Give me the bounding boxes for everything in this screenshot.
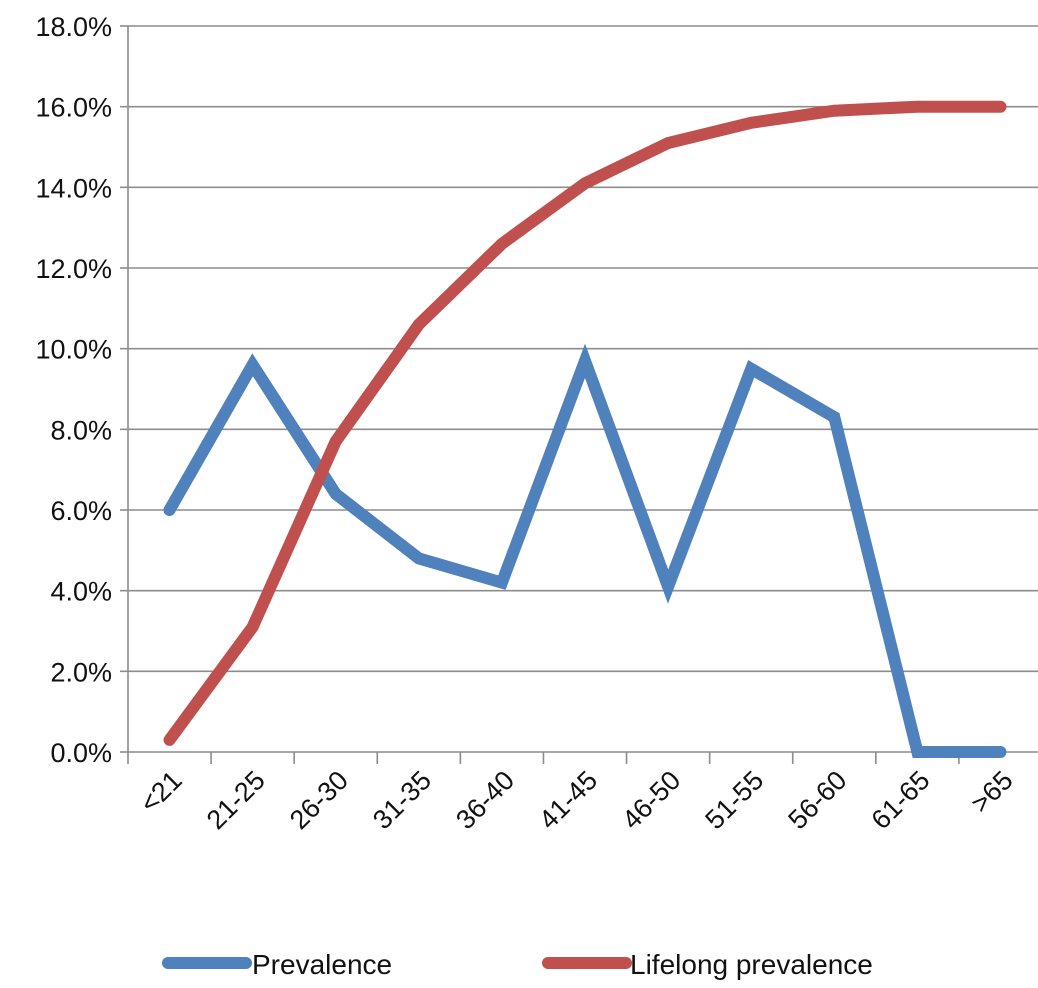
legend-item-lifelong-prevalence: Lifelong prevalence — [542, 949, 873, 980]
y-tick-label: 0.0% — [50, 738, 112, 768]
y-tick-label: 16.0% — [35, 93, 112, 123]
legend-label-prevalence: Prevalence — [252, 949, 392, 980]
x-tick-label: 41-45 — [533, 765, 603, 835]
y-tick-label: 4.0% — [50, 577, 112, 607]
x-tick-label: 51-55 — [699, 765, 769, 835]
axes — [127, 26, 1038, 753]
x-axis-ticks: <21 21-25 26-30 31-35 36-40 41-45 46-50 51-55 56… — [127, 752, 1019, 835]
series-line-prevalence — [163, 343, 1007, 758]
legend-item-prevalence: Prevalence — [162, 949, 392, 980]
y-tick-label: 2.0% — [50, 657, 112, 687]
legend: Prevalence Lifelong prevalence — [162, 949, 873, 980]
x-tick-label: 56-60 — [782, 765, 852, 835]
y-tick-label: 14.0% — [35, 173, 112, 203]
y-tick-label: 8.0% — [50, 415, 112, 445]
y-axis-ticks: 0.0% 2.0% 4.0% 6.0% 8.0% 10.0% 12.0% 14.0% 16.0%… — [35, 12, 128, 768]
y-tick-label: 6.0% — [50, 496, 112, 526]
legend-label-lifelong-prevalence: Lifelong prevalence — [630, 949, 873, 980]
series-line-lifelong-prevalence — [163, 100, 1007, 746]
x-tick-label: <21 — [134, 765, 188, 819]
x-tick-label: 36-40 — [450, 765, 520, 835]
y-tick-label: 10.0% — [35, 335, 112, 365]
y-tick-label: 18.0% — [35, 12, 112, 42]
x-tick-label: 61-65 — [866, 765, 936, 835]
series-lines — [163, 100, 1007, 758]
y-tick-label: 12.0% — [35, 254, 112, 284]
x-tick-label: 46-50 — [616, 765, 686, 835]
x-tick-label: >65 — [965, 765, 1019, 819]
x-tick-label: 21-25 — [201, 765, 271, 835]
x-tick-label: 31-35 — [367, 765, 437, 835]
x-tick-label: 26-30 — [284, 765, 354, 835]
gridlines — [128, 25, 1038, 673]
